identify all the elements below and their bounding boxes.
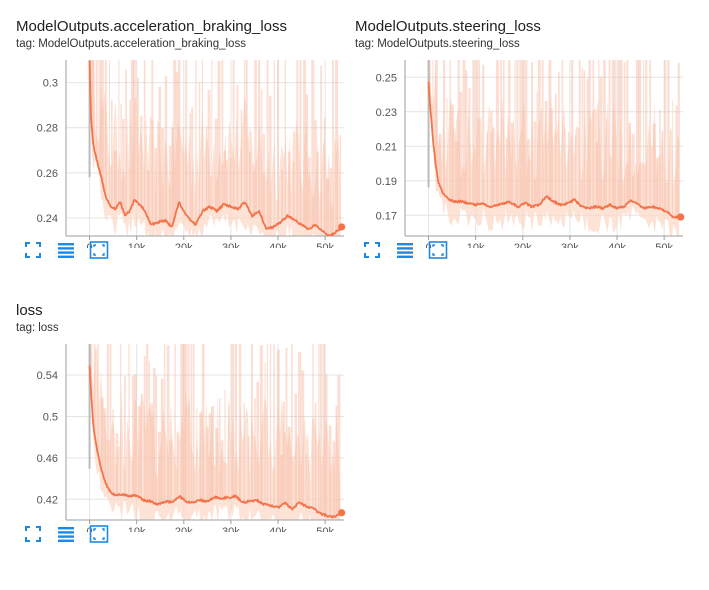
fullscreen-icon: [362, 240, 382, 260]
fit-domain-icon: [89, 524, 109, 544]
data-table-icon: [56, 240, 76, 260]
x-tick-label: 50k: [655, 242, 673, 248]
y-tick-label: 0.54: [37, 370, 58, 382]
chart-acceleration-braking-loss[interactable]: 0.240.260.280.30 10k 20k 30k 40k 50k: [16, 58, 346, 248]
card-tag: tag: ModelOutputs.steering_loss: [355, 38, 520, 50]
data-table-button[interactable]: [55, 524, 77, 544]
last-point-marker: [677, 213, 684, 220]
y-tick-label: 0.23: [376, 107, 397, 119]
x-tick-label: 10k: [467, 242, 485, 248]
last-point-marker: [338, 223, 345, 230]
x-tick-label: 40k: [269, 526, 287, 532]
fullscreen-button[interactable]: [22, 240, 44, 260]
chart-toolbar: [22, 240, 110, 260]
tag-value: loss: [38, 322, 58, 334]
fit-domain-button[interactable]: [427, 240, 449, 260]
y-tick-label: 0.24: [37, 213, 58, 225]
y-tick-label: 0.46: [37, 453, 58, 465]
x-tick-label: 50k: [316, 242, 334, 248]
x-tick-label: 50k: [316, 526, 334, 532]
y-tick-label: 0.17: [376, 210, 397, 222]
x-tick-label: 30k: [222, 526, 240, 532]
x-tick-label: 20k: [175, 242, 193, 248]
y-tick-label: 0.5: [43, 411, 58, 423]
x-tick-label: 30k: [222, 242, 240, 248]
fit-domain-button[interactable]: [88, 240, 110, 260]
fit-domain-icon: [428, 240, 448, 260]
last-point-marker: [338, 509, 345, 516]
chart-toolbar: [361, 240, 449, 260]
y-tick-label: 0.28: [37, 123, 58, 135]
card-title: ModelOutputs.acceleration_braking_loss: [16, 18, 287, 35]
data-table-icon: [56, 524, 76, 544]
card-title: loss: [16, 302, 43, 319]
x-tick-label: 40k: [608, 242, 626, 248]
tag-prefix: tag:: [16, 322, 35, 334]
x-tick-label: 20k: [514, 242, 532, 248]
y-tick-label: 0.26: [37, 168, 58, 180]
raw-values-band: [429, 58, 680, 238]
chart-loss[interactable]: 0.420.460.50.540 10k 20k 30k 40k 50k: [16, 342, 346, 532]
card-title: ModelOutputs.steering_loss: [355, 18, 541, 35]
tag-value: ModelOutputs.acceleration_braking_loss: [38, 38, 246, 50]
chart-toolbar: [22, 524, 110, 544]
x-tick-label: 10k: [128, 526, 146, 532]
fullscreen-button[interactable]: [22, 524, 44, 544]
y-tick-label: 0.21: [376, 141, 397, 153]
fullscreen-icon: [23, 524, 43, 544]
y-tick-label: 0.19: [376, 176, 397, 188]
tag-value: ModelOutputs.steering_loss: [377, 38, 520, 50]
raw-values-band: [90, 58, 341, 248]
x-tick-label: 10k: [128, 242, 146, 248]
data-table-button[interactable]: [55, 240, 77, 260]
fullscreen-icon: [23, 240, 43, 260]
fit-domain-button[interactable]: [88, 524, 110, 544]
tag-prefix: tag:: [355, 38, 374, 50]
card-tag: tag: loss: [16, 322, 59, 334]
y-tick-label: 0.42: [37, 494, 58, 506]
chart-steering-loss[interactable]: 0.170.190.210.230.250 10k 20k 30k 40k 50k: [355, 58, 685, 248]
fullscreen-button[interactable]: [361, 240, 383, 260]
x-tick-label: 40k: [269, 242, 287, 248]
tag-prefix: tag:: [16, 38, 35, 50]
card-tag: tag: ModelOutputs.acceleration_braking_lo…: [16, 38, 246, 50]
data-table-icon: [395, 240, 415, 260]
fit-domain-icon: [89, 240, 109, 260]
y-tick-label: 0.3: [43, 78, 58, 90]
x-tick-label: 30k: [561, 242, 579, 248]
x-tick-label: 20k: [175, 526, 193, 532]
data-table-button[interactable]: [394, 240, 416, 260]
y-tick-label: 0.25: [376, 72, 397, 84]
